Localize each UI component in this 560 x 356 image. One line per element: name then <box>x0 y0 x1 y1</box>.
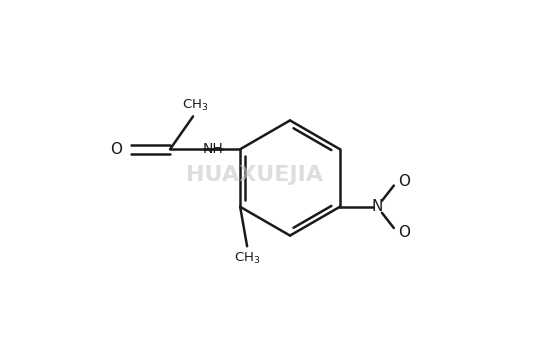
Text: O: O <box>398 173 410 189</box>
Text: N: N <box>372 199 383 214</box>
Text: HUAXUEJIA: HUAXUEJIA <box>186 166 324 185</box>
Text: O: O <box>110 142 123 157</box>
Text: CH$_3$: CH$_3$ <box>234 251 260 266</box>
Text: O: O <box>398 225 410 240</box>
Text: NH: NH <box>202 142 223 156</box>
Text: CH$_3$: CH$_3$ <box>183 98 209 114</box>
